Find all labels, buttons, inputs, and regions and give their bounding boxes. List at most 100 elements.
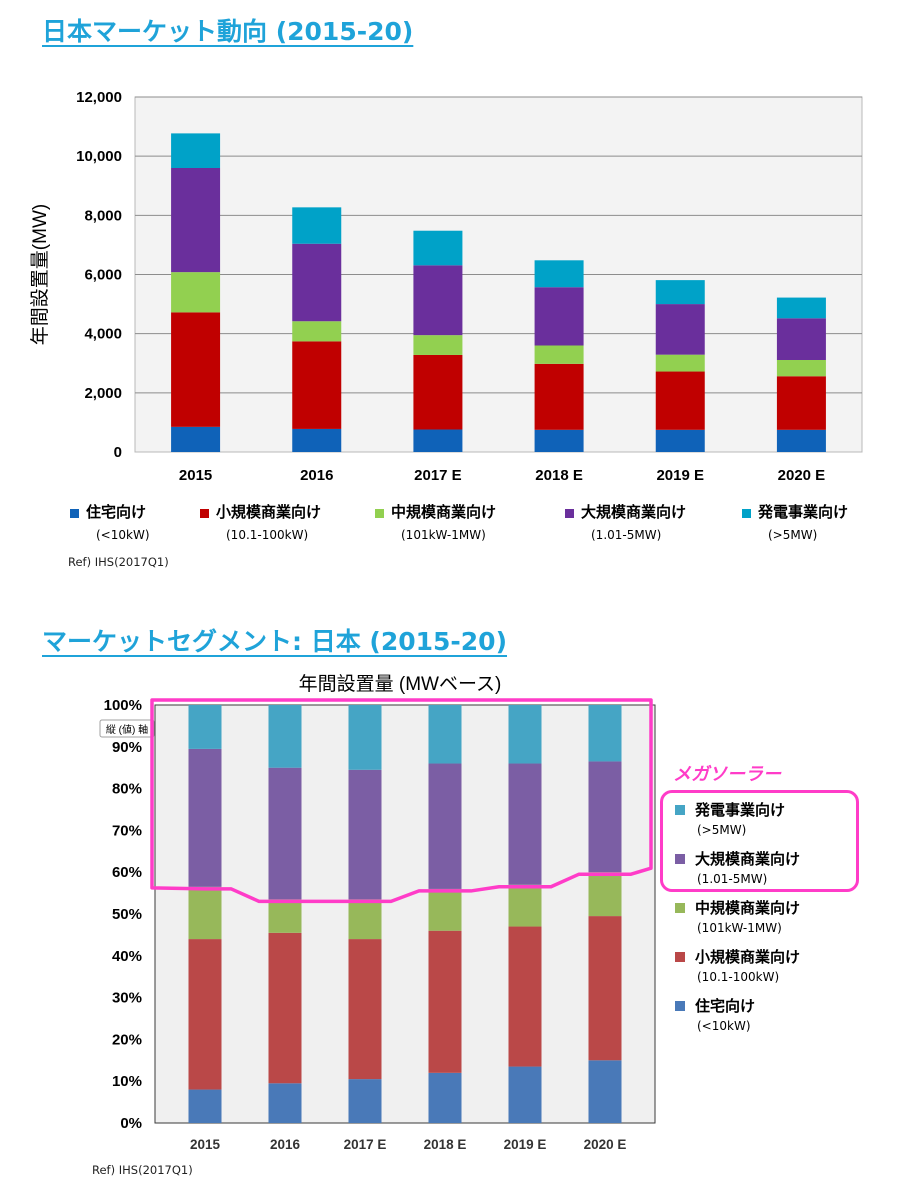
- bar-segment-medium: [413, 335, 463, 355]
- bar-segment-small: [534, 363, 584, 430]
- y-tick-label: 60%: [112, 864, 142, 881]
- bar-segment-residential: [655, 429, 705, 452]
- legend-label: 中規模商業向け: [695, 899, 801, 917]
- mega-solar-legend-highlight: [660, 790, 859, 892]
- bar-segment-residential_pct: [268, 1083, 302, 1123]
- mega-solar-highlight: [150, 698, 653, 904]
- y-tick-label: 100%: [104, 697, 142, 714]
- bar-segment-large_pct: [188, 748, 222, 887]
- y-tick-label: 0%: [120, 1115, 142, 1132]
- bar-segment-utility_pct: [508, 705, 542, 764]
- bar-segment-utility_pct: [588, 705, 622, 762]
- y-tick-label: 70%: [112, 822, 142, 839]
- bar-segment-medium_pct: [188, 886, 222, 940]
- chart-market-segment-share: 年間設置量 (MWベース) 0% 10% 20% 30% 40% 50% 60% 70% 80% 9…: [99, 673, 656, 1152]
- legend-sublabel: (<10kW): [697, 1019, 751, 1033]
- legend-top-chart: 住宅向け (<10kW) 小規模商業向け (10.1-100kW) 中規模商業向け (10…: [0, 500, 901, 550]
- bar-segment-residential: [776, 429, 826, 452]
- legend-sublabel: (>5MW): [697, 823, 747, 837]
- legend-label: 発電事業向け: [758, 503, 849, 521]
- y-tick-label: 40%: [112, 948, 142, 965]
- y-tick-label: 8,000: [84, 207, 122, 224]
- bar-segment-small: [655, 371, 705, 430]
- y-tick-label: 90%: [112, 739, 142, 756]
- legend-sublabel: (1.01-5MW): [591, 528, 662, 542]
- chart-title: 年間設置量 (MWベース): [299, 673, 502, 695]
- bar-segment-residential_pct: [588, 1060, 622, 1123]
- bar-segment-medium: [655, 354, 705, 372]
- plot-area: [154, 704, 656, 1124]
- bar-segment-large_pct: [268, 767, 302, 900]
- legend-bottom-chart: 発電事業向け (>5MW) 大規模商業向け (1.01-5MW) 中規模商業向け (101…: [660, 790, 890, 1055]
- bar-segment-medium_pct: [428, 888, 462, 931]
- axis-tooltip-text: 縦 (値) 軸: [106, 723, 148, 736]
- bar-segment-large_pct: [428, 763, 462, 889]
- axis-tooltip-box: [99, 719, 155, 738]
- y-tick-label: 30%: [112, 990, 142, 1007]
- bar-segment-utility_pct: [428, 705, 462, 764]
- x-tick-label: 2016: [300, 467, 333, 484]
- y-tick-label: 2,000: [84, 385, 122, 402]
- x-tick-label: 2019 E: [504, 1137, 547, 1152]
- bar-segment-utility: [413, 230, 463, 266]
- bar-segment-utility_pct: [268, 705, 302, 768]
- y-tick-label: 20%: [112, 1031, 142, 1048]
- y-tick-label: 50%: [112, 906, 142, 923]
- chart-annual-installations: 0 2,000 4,000 6,000 8,000 10,000 12,000 2015 201…: [29, 89, 863, 484]
- bar-segment-large: [292, 243, 342, 322]
- bar-segment-residential: [171, 426, 221, 452]
- bar-segment-utility: [534, 260, 584, 288]
- y-tick-label: 0: [114, 444, 122, 461]
- legend-label: 中規模商業向け: [391, 503, 497, 521]
- y-tick-label: 4,000: [84, 326, 122, 343]
- bar-segment-medium: [171, 272, 221, 313]
- section2-title: マーケットセグメント: 日本 (2015-20): [42, 627, 508, 656]
- legend-swatch: [675, 854, 685, 864]
- y-tick-label: 10,000: [76, 148, 122, 165]
- x-tick-label: 2020 E: [584, 1137, 627, 1152]
- legend-swatch: [675, 805, 685, 815]
- bar-segment-residential: [413, 429, 463, 452]
- bar-segment-medium: [292, 321, 342, 342]
- x-tick-label: 2017 E: [344, 1137, 387, 1152]
- legend-swatch: [565, 509, 574, 518]
- x-tick-label: 2020 E: [778, 467, 826, 484]
- y-tick-label: 12,000: [76, 89, 122, 106]
- bar-segment-utility_pct: [348, 705, 382, 770]
- legend-label: 発電事業向け: [695, 801, 786, 819]
- bar-segment-large: [534, 287, 584, 346]
- legend-swatch: [675, 952, 685, 962]
- legend-swatch: [742, 509, 751, 518]
- bar-segment-small: [413, 354, 463, 430]
- bar-segment-small_pct: [348, 939, 382, 1080]
- bar-segment-large_pct: [588, 761, 622, 873]
- bar-segment-small: [776, 376, 826, 430]
- x-tick-label: 2016: [270, 1137, 301, 1152]
- y-tick-label: 80%: [112, 781, 142, 798]
- y-axis-label: 年間設置量(MW): [29, 204, 51, 345]
- bar-segment-residential_pct: [508, 1066, 542, 1123]
- legend-sublabel: (10.1-100kW): [697, 970, 780, 984]
- legend-swatch: [675, 903, 685, 913]
- bar-segment-small_pct: [188, 939, 222, 1090]
- bar-segment-large: [655, 304, 705, 355]
- legend-label: 大規模商業向け: [581, 503, 687, 521]
- legend-label: 住宅向け: [695, 997, 756, 1015]
- bar-segment-residential_pct: [428, 1072, 462, 1123]
- bar-segment-residential: [534, 429, 584, 452]
- bar-segment-medium_pct: [268, 899, 302, 933]
- legend-label: 住宅向け: [86, 503, 147, 521]
- ref-note-top: Ref) IHS(2017Q1): [68, 555, 169, 569]
- legend-sublabel: (>5MW): [768, 528, 818, 542]
- mega-solar-label: メガソーラー: [673, 764, 781, 785]
- legend-sublabel: (1.01-5MW): [697, 872, 768, 886]
- section1-title: 日本マーケット動向 (2015-20): [42, 17, 414, 46]
- bar-segment-utility_pct: [188, 705, 222, 749]
- bar-segment-large: [171, 168, 221, 273]
- legend-sublabel: (<10kW): [96, 528, 150, 542]
- legend-swatch: [70, 509, 79, 518]
- axis-tooltip: 縦 (値) 軸: [99, 719, 155, 738]
- bar-segment-residential_pct: [188, 1089, 222, 1123]
- legend-sublabel: (101kW-1MW): [401, 528, 486, 542]
- bar-segment-residential: [292, 428, 342, 452]
